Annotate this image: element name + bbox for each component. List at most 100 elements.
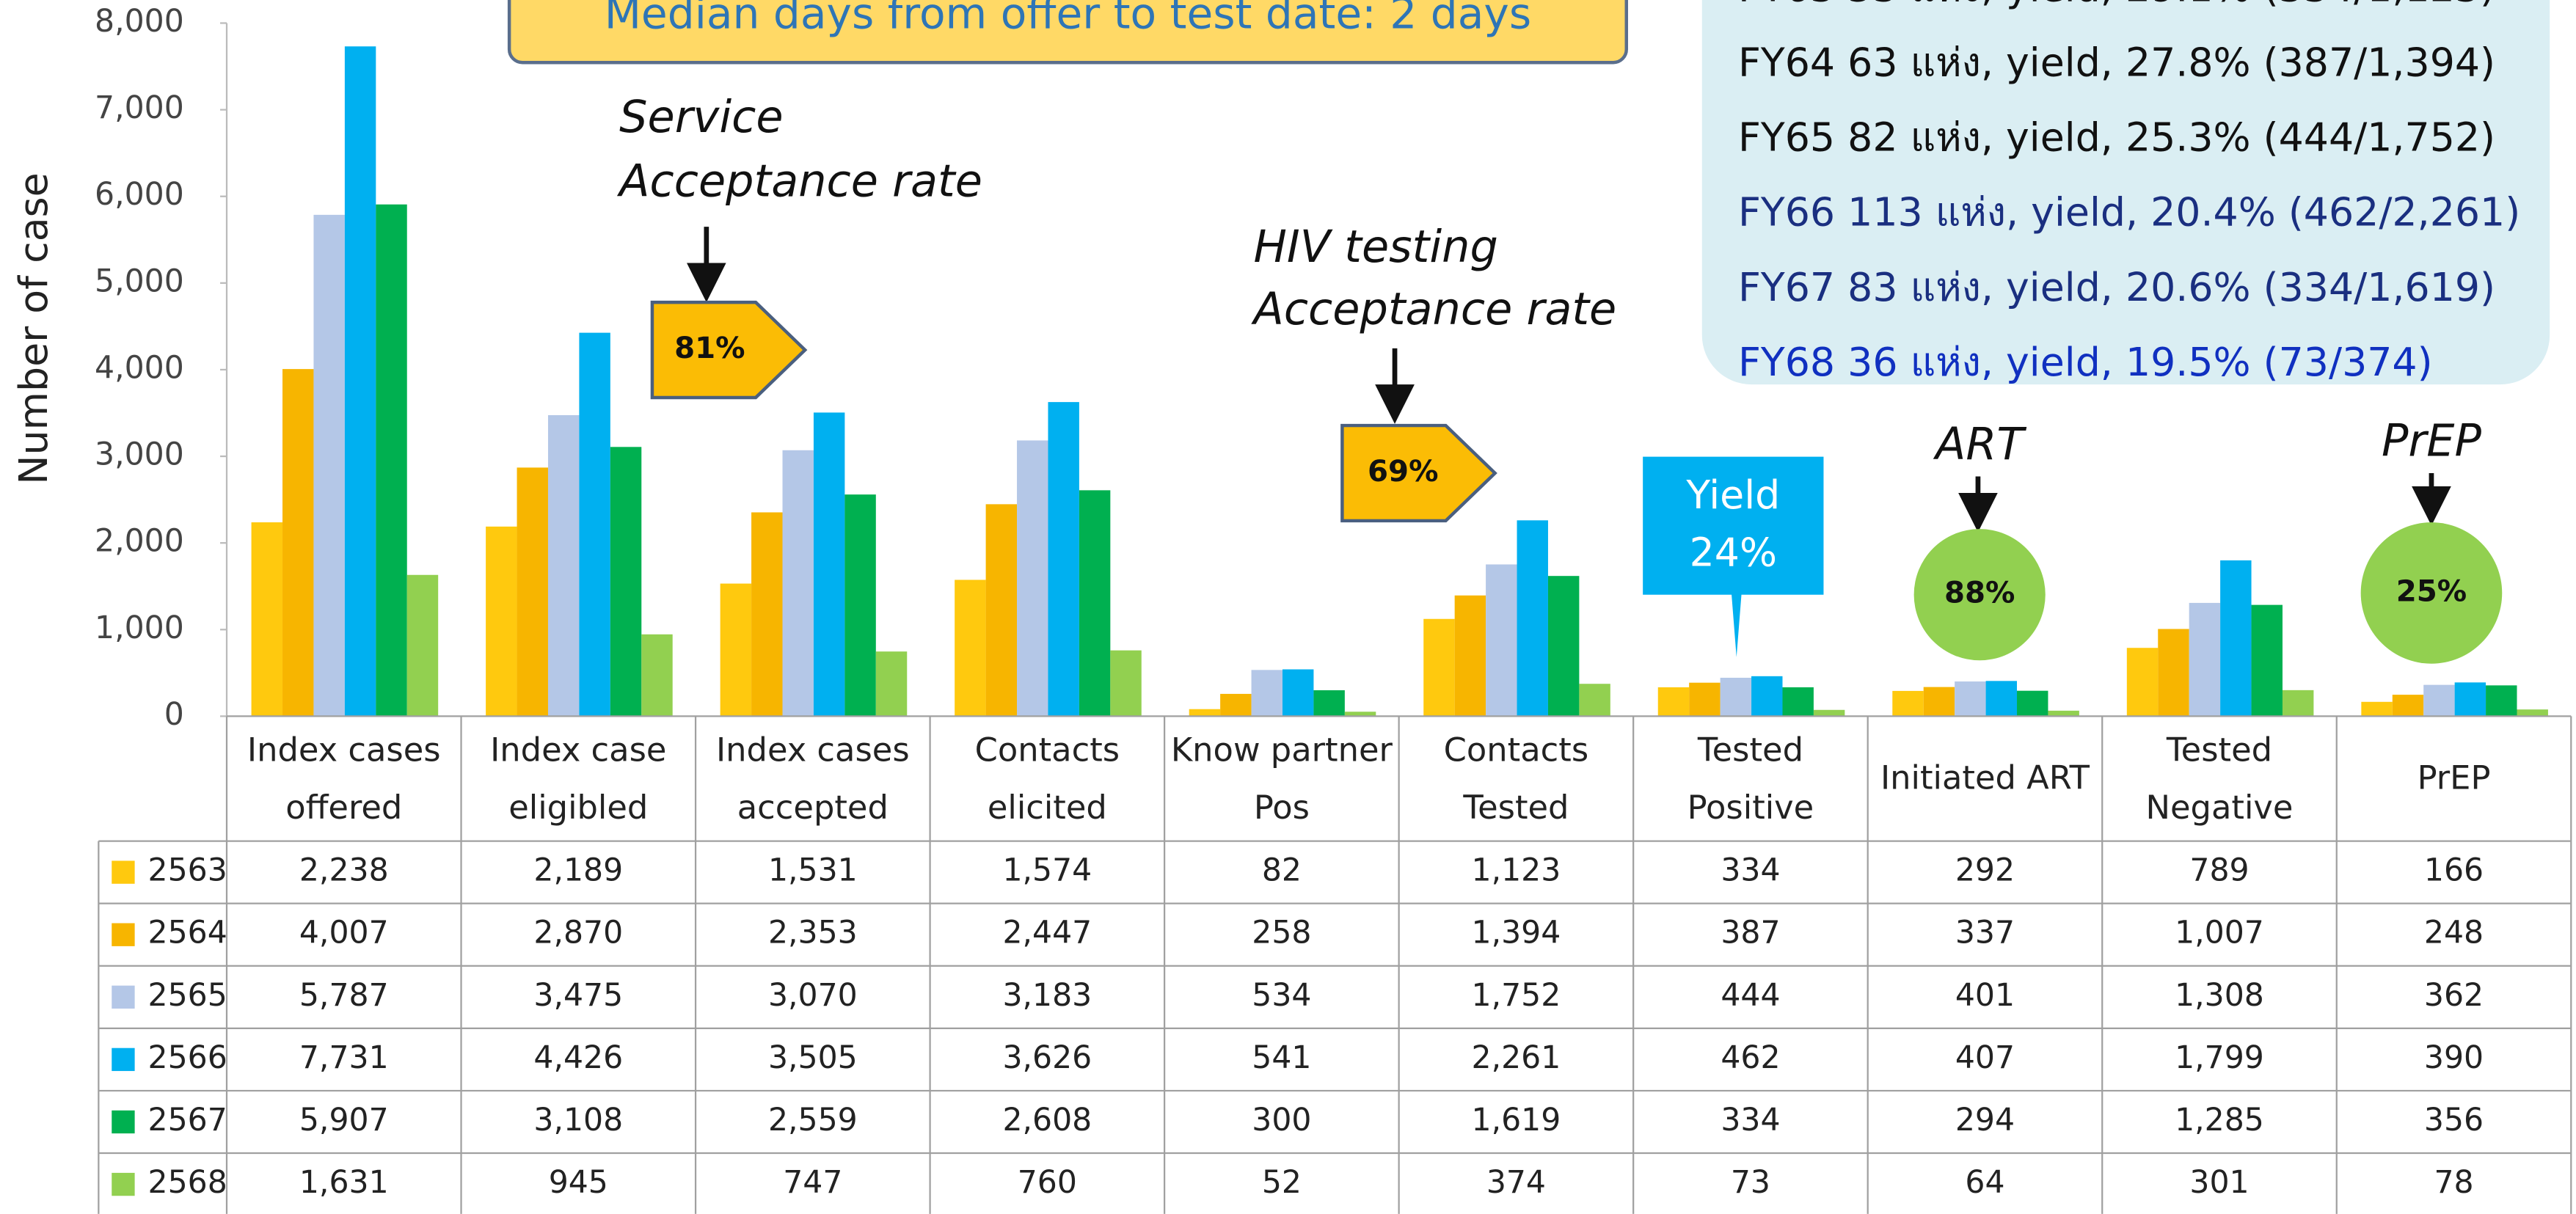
table-cell: 258 bbox=[1252, 915, 1311, 951]
table-cell: 387 bbox=[1721, 915, 1780, 951]
table-cell: 789 bbox=[2189, 853, 2249, 889]
x-tick-label: Contacts bbox=[975, 731, 1120, 769]
info-line: FY64 63 แห่ง, yield, 27.8% (387/1,394) bbox=[1738, 39, 2495, 85]
bar bbox=[1189, 709, 1221, 717]
y-tick-label: 0 bbox=[164, 697, 184, 733]
table-cell: 300 bbox=[1252, 1103, 1311, 1138]
table-cell: 1,631 bbox=[299, 1165, 389, 1201]
bar bbox=[376, 204, 407, 717]
y-tick-label: 6,000 bbox=[95, 177, 184, 213]
bar bbox=[2048, 710, 2079, 717]
bar bbox=[955, 579, 986, 717]
bar bbox=[579, 332, 610, 717]
bar bbox=[2282, 690, 2314, 717]
table-cell: 3,183 bbox=[1002, 978, 1092, 1014]
table-cell: 166 bbox=[2424, 853, 2484, 889]
bar bbox=[2251, 604, 2283, 717]
bar bbox=[1079, 490, 1111, 717]
median-text: Median days from offer to test date: 2 d… bbox=[605, 0, 1531, 39]
yield-callout bbox=[1643, 456, 1824, 657]
table-cell: 4,007 bbox=[299, 915, 389, 951]
info-box bbox=[1701, 0, 2550, 385]
legend-swatch bbox=[112, 985, 135, 1009]
bar bbox=[486, 526, 517, 717]
bar bbox=[2361, 701, 2393, 717]
legend-swatch bbox=[112, 923, 135, 946]
table-cell: 760 bbox=[1018, 1165, 1077, 1201]
bar bbox=[720, 583, 752, 717]
bar bbox=[1782, 687, 1814, 717]
y-axis-label: Number of case bbox=[10, 172, 56, 484]
bar bbox=[2189, 602, 2221, 717]
bar bbox=[1720, 677, 1752, 717]
rate-badge bbox=[1340, 423, 1497, 523]
table-cell: 444 bbox=[1721, 978, 1780, 1014]
x-tick-label: Index cases bbox=[247, 731, 441, 769]
x-tick-label: Pos bbox=[1254, 788, 1310, 827]
bar bbox=[1220, 693, 1252, 717]
table-cell: 52 bbox=[1262, 1165, 1302, 1201]
table-cell: 374 bbox=[1486, 1165, 1546, 1201]
x-tick-label: Tested bbox=[1462, 788, 1569, 827]
bar bbox=[875, 651, 908, 717]
bar bbox=[406, 574, 439, 717]
legend-label: 2565 bbox=[148, 978, 227, 1014]
table-cell: 2,608 bbox=[1002, 1103, 1092, 1138]
legend-swatch bbox=[112, 1172, 135, 1196]
table-cell: 747 bbox=[783, 1165, 842, 1201]
table-cell: 1,123 bbox=[1472, 853, 1561, 889]
table-cell: 78 bbox=[2434, 1165, 2473, 1201]
info-line: FY67 83 แห่ง, yield, 20.6% (334/1,619) bbox=[1738, 264, 2495, 310]
table-cell: 3,475 bbox=[533, 978, 623, 1014]
table-cell: 5,787 bbox=[299, 978, 389, 1014]
bar bbox=[1813, 709, 1845, 717]
bar bbox=[1282, 669, 1314, 717]
bar bbox=[2423, 684, 2455, 717]
bar bbox=[2158, 629, 2189, 717]
table-cell: 2,870 bbox=[533, 915, 623, 951]
table-cell: 390 bbox=[2424, 1040, 2484, 1076]
bar bbox=[610, 447, 642, 717]
bar bbox=[1547, 576, 1580, 717]
x-tick-label: accepted bbox=[737, 788, 889, 827]
x-tick-label: eligibled bbox=[508, 788, 648, 827]
bar bbox=[2220, 560, 2252, 717]
table-cell: 1,007 bbox=[2175, 915, 2264, 951]
x-tick-label: elicited bbox=[988, 788, 1107, 827]
table-cell: 334 bbox=[1721, 1103, 1780, 1138]
bar bbox=[1017, 440, 1048, 717]
table-cell: 1,285 bbox=[2175, 1103, 2264, 1138]
rate-text: 88% bbox=[1944, 576, 2015, 610]
table-cell: 3,626 bbox=[1002, 1040, 1092, 1076]
rate-circle bbox=[1913, 529, 2046, 661]
bar bbox=[1454, 595, 1486, 717]
table-cell: 401 bbox=[1955, 978, 2015, 1014]
bar bbox=[1751, 676, 1783, 717]
table-cell: 541 bbox=[1252, 1040, 1311, 1076]
bar bbox=[517, 467, 548, 717]
x-tick-label: Positive bbox=[1687, 788, 1814, 827]
table-cell: 1,752 bbox=[1472, 978, 1561, 1014]
x-tick-label: Negative bbox=[2146, 788, 2294, 827]
bar bbox=[844, 494, 876, 717]
y-tick-label: 4,000 bbox=[95, 350, 184, 386]
bar bbox=[1517, 520, 1548, 717]
table-cell: 1,574 bbox=[1002, 853, 1092, 889]
bar bbox=[1110, 650, 1142, 717]
annotation: Acceptance rate bbox=[1250, 284, 1616, 335]
bar bbox=[2392, 695, 2424, 717]
bar bbox=[813, 412, 845, 717]
x-tick-label: Contacts bbox=[1444, 731, 1589, 769]
bar bbox=[1344, 712, 1376, 717]
rate-text: 69% bbox=[1368, 454, 1438, 489]
legend-swatch bbox=[112, 860, 135, 884]
bar bbox=[313, 214, 345, 717]
legend-label: 2568 bbox=[148, 1165, 227, 1201]
table-cell: 2,559 bbox=[768, 1103, 858, 1138]
rate-text: 81% bbox=[674, 331, 745, 365]
bar bbox=[1985, 681, 2018, 717]
median-box bbox=[507, 0, 1629, 65]
x-tick-label: Initiated ART bbox=[1880, 758, 2090, 797]
table-cell: 292 bbox=[1955, 853, 2015, 889]
table-cell: 301 bbox=[2189, 1165, 2249, 1201]
